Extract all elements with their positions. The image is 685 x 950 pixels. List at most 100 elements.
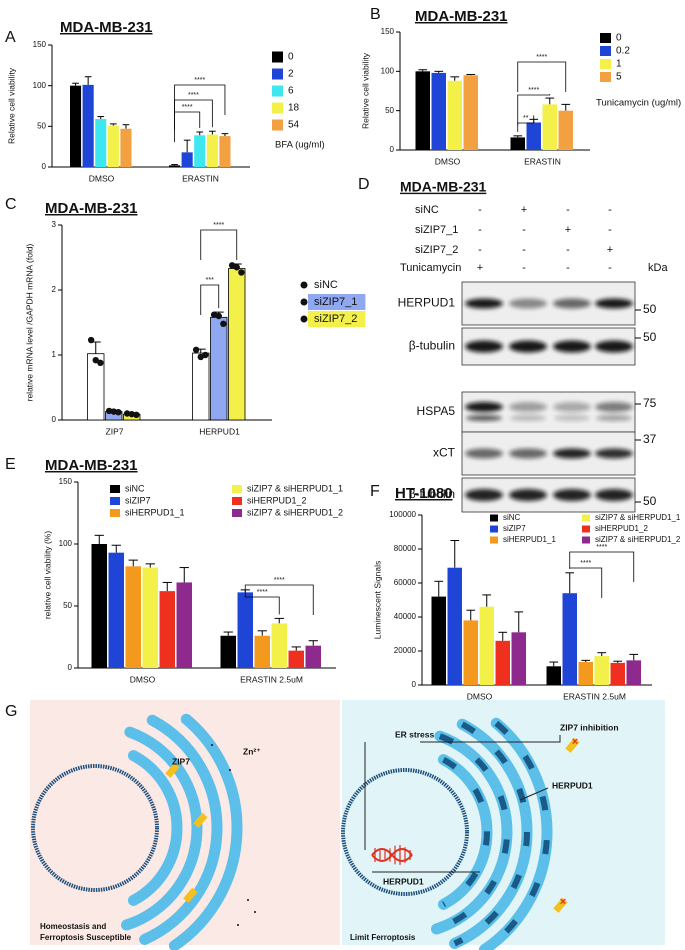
condition-mark: - [522, 224, 526, 236]
blot-band [465, 402, 503, 412]
marker-label: 50 [643, 494, 657, 508]
x-tick-label: DMSO [435, 156, 461, 166]
legend-dot [300, 315, 308, 323]
y-tick-label: 50 [385, 106, 394, 115]
condition-mark: - [608, 224, 612, 236]
y-tick-label: 100000 [389, 510, 416, 519]
arrow [519, 787, 549, 801]
er-membrane [442, 756, 490, 908]
protein-label: xCT [433, 446, 456, 460]
bar [431, 72, 446, 150]
zinc-ion [254, 911, 256, 913]
data-point [238, 269, 245, 276]
bar [542, 104, 557, 150]
condition-mark: + [565, 224, 571, 236]
data-point [233, 264, 240, 271]
nucleus [341, 768, 469, 896]
blot-band [595, 448, 633, 459]
legend-label: siNC [314, 279, 338, 291]
y-tick-label: 80000 [394, 544, 417, 553]
y-tick-label: 50 [63, 601, 72, 610]
bar [107, 125, 119, 167]
chart-title: MDA-MB-231 [60, 19, 153, 36]
diagram-caption: Limit Ferroptosis [350, 933, 416, 942]
condition-label: siZIP7_1 [415, 224, 458, 236]
er-membrane [482, 720, 550, 950]
significance-label: **** [213, 222, 224, 229]
blot-band [509, 489, 547, 501]
legend-label: 0 [288, 52, 294, 63]
x-tick-label: DMSO [89, 173, 115, 183]
significance-bracket [200, 229, 238, 260]
bar [578, 662, 593, 685]
blot-band [595, 489, 633, 501]
legend-label: 2 [288, 69, 294, 80]
bar [206, 134, 218, 167]
condition-mark: - [566, 244, 570, 256]
bar [288, 650, 304, 668]
y-tick-label: 100 [33, 81, 47, 90]
condition-mark: - [608, 262, 612, 274]
bar [194, 135, 206, 167]
zip7-transporter [183, 887, 198, 903]
chart-title: MDA-MB-231 [415, 8, 508, 25]
bar [91, 544, 107, 668]
condition-mark: - [566, 204, 570, 216]
bar [219, 136, 231, 167]
legend-swatch [272, 102, 283, 114]
bar [447, 567, 462, 685]
legend-label: siNC [125, 483, 145, 493]
data-point [97, 359, 104, 366]
data-point [115, 409, 122, 416]
x-tick-label: ERASTIN 2.5uM [563, 691, 626, 701]
condition-mark: - [478, 224, 482, 236]
legend-swatch [600, 72, 611, 82]
protein-label: β-tubulin [409, 487, 455, 501]
legend-label: siZIP7 & siHERPUD1_2 [247, 507, 343, 517]
legend-swatch [582, 536, 590, 544]
er-membrane [139, 714, 223, 945]
blot-band [509, 448, 547, 459]
y-tick-label: 0 [52, 415, 57, 424]
condition-mark: - [478, 244, 482, 256]
data-point [87, 336, 95, 344]
y-tick-label: 3 [52, 220, 57, 229]
chart-title: MDA-MB-231 [45, 200, 138, 217]
y-tick-label: 60000 [394, 578, 417, 587]
significance-label: **** [528, 87, 539, 94]
x-tick-label: ZIP7 [106, 426, 124, 436]
significance-label: **** [182, 104, 193, 111]
legend-label: 0 [616, 33, 622, 44]
legend-label: siZIP7 & siHERPUD1_2 [595, 535, 681, 544]
legend-label: siZIP7_1 [314, 296, 357, 308]
diagram-caption: Homeostasis and [40, 922, 106, 931]
bar [87, 353, 105, 421]
blot-band [465, 489, 503, 501]
bar [237, 592, 253, 668]
blot-band [595, 402, 633, 412]
legend-swatch [232, 497, 242, 505]
zip7-transporter [553, 897, 568, 913]
bar [526, 122, 541, 150]
inhibition-mark: × [572, 736, 578, 748]
condition-label: Tunicamycin [400, 262, 461, 274]
protein-label: β-tubulin [409, 339, 455, 353]
blot-band [554, 415, 590, 421]
significance-bracket [174, 99, 213, 130]
diagram-label: HERPUD1 [383, 876, 424, 886]
y-tick-label: 150 [59, 477, 73, 486]
zinc-ion [247, 899, 249, 901]
zip7-transporter [565, 737, 580, 753]
blot-band [509, 402, 547, 412]
protein-label: HERPUD1 [398, 296, 456, 310]
marker-label: 37 [643, 432, 657, 446]
bar [463, 75, 478, 150]
nucleus [31, 764, 159, 892]
zinc-ion [237, 924, 239, 926]
panel-letter: C [5, 196, 17, 213]
bar [159, 591, 175, 668]
significance-bracket [174, 111, 201, 142]
legend-swatch [110, 497, 120, 505]
bar [479, 606, 494, 685]
y-tick-label: 0 [68, 663, 73, 672]
